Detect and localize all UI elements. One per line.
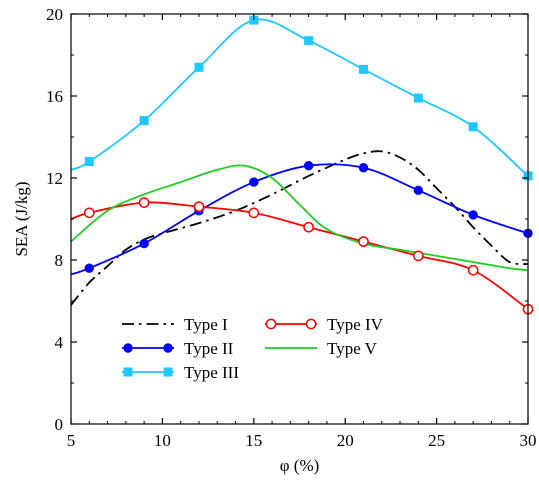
y-tick-label: 0 [55, 415, 64, 434]
data-point-series-3 [84, 157, 94, 167]
y-axis-label: SEA (J/kg) [12, 181, 31, 256]
legend: Type I Type II Type III Type IV Type V [122, 315, 384, 382]
data-point-series-4 [248, 207, 260, 219]
data-point-series-3 [139, 116, 149, 126]
data-point-series-4 [138, 197, 150, 208]
y-tick-label: 8 [55, 251, 64, 270]
data-point-series-2 [84, 263, 94, 273]
data-point-series-4 [193, 201, 205, 213]
legend-marker [265, 318, 277, 330]
x-tick-label: 5 [67, 431, 76, 450]
legend-label: Type III [184, 363, 239, 382]
data-point-series-2 [468, 210, 478, 220]
legend-label: Type II [184, 339, 234, 358]
x-tick-label: 25 [428, 431, 445, 450]
legend-marker [123, 343, 133, 353]
series-line-4 [71, 201, 528, 310]
marker-layer [83, 15, 534, 315]
x-tick-label: 15 [245, 431, 262, 450]
legend-item-4: Type IV [265, 315, 384, 334]
data-point-series-4 [467, 264, 479, 276]
legend-marker [163, 367, 173, 377]
data-point-series-3 [413, 93, 423, 103]
data-point-series-2 [139, 238, 149, 249]
legend-label: Type I [184, 315, 228, 334]
legend-item-2: Type II [122, 339, 234, 358]
series-line-2 [71, 163, 528, 276]
data-point-series-4 [83, 207, 95, 219]
series-line-5 [71, 164, 528, 272]
data-point-series-3 [194, 62, 204, 72]
legend-item-5: Type V [265, 339, 378, 358]
data-point-series-2 [358, 163, 369, 173]
data-point-series-3 [304, 36, 314, 46]
y-tick-label: 16 [46, 87, 63, 106]
x-tick-label: 20 [337, 431, 354, 450]
x-tick-label: 30 [520, 431, 537, 450]
legend-item-1: Type I [122, 315, 228, 334]
data-point-series-3 [468, 122, 478, 132]
y-tick-label: 12 [46, 169, 63, 188]
y-tick-label: 20 [46, 5, 63, 24]
data-point-series-3 [358, 64, 368, 74]
x-tick-label: 10 [154, 431, 171, 450]
series-layer [71, 18, 528, 310]
legend-marker [305, 318, 317, 330]
data-point-series-4 [303, 221, 314, 233]
ticks-layer: 5 10 15 20 25 30 0 4 8 12 16 20 [46, 5, 537, 450]
x-axis-label: φ (%) [280, 456, 320, 475]
legend-marker [163, 343, 173, 353]
legend-label: Type IV [327, 315, 384, 334]
data-point-series-4 [412, 250, 424, 262]
y-tick-label: 4 [55, 333, 64, 352]
plot-frame [70, 13, 529, 425]
series-line-1 [71, 150, 528, 306]
legend-item-3: Type III [122, 363, 239, 382]
data-point-series-2 [413, 185, 424, 196]
series-line-3 [71, 18, 528, 177]
data-point-series-4 [358, 236, 369, 247]
legend-marker [123, 367, 133, 377]
data-point-series-2 [249, 177, 259, 187]
legend-label: Type V [327, 339, 378, 358]
data-point-series-2 [303, 161, 314, 171]
